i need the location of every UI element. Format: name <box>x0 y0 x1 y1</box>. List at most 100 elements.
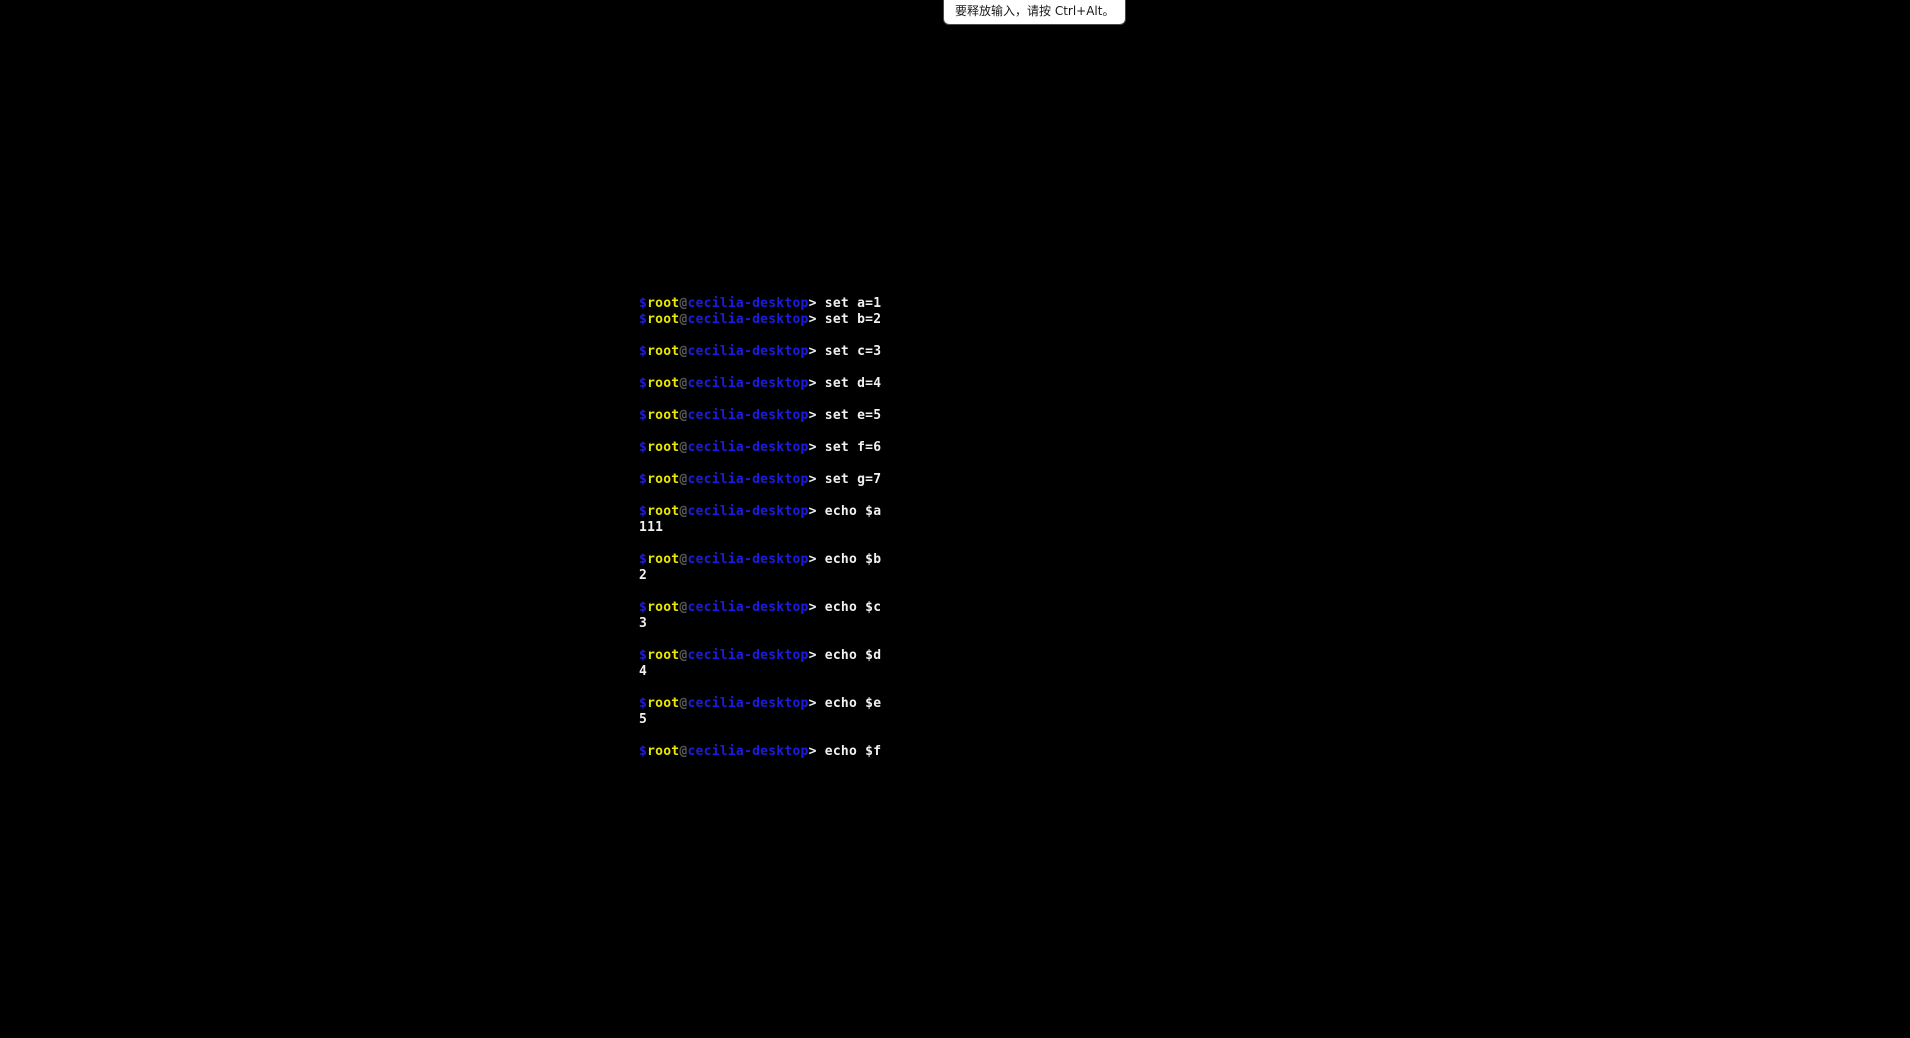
prompt-hostname: cecilia-desktop <box>687 472 809 487</box>
terminal-command-line: $root@cecilia-desktop> echo $a <box>639 504 881 520</box>
prompt-arrow: > <box>808 696 825 711</box>
prompt-dollar: $ <box>639 312 648 327</box>
command-text: echo $c <box>824 600 882 615</box>
terminal-output-line: 2 <box>639 568 881 584</box>
prompt-user: root <box>647 744 680 759</box>
prompt-at-sign: @ <box>679 744 688 759</box>
prompt-hostname: cecilia-desktop <box>687 312 809 327</box>
prompt-arrow: > <box>808 440 825 455</box>
prompt-dollar: $ <box>639 648 648 663</box>
prompt-arrow: > <box>808 504 825 519</box>
prompt-at-sign: @ <box>679 440 688 455</box>
terminal-command-line: $root@cecilia-desktop> set g=7 <box>639 472 881 488</box>
prompt-at-sign: @ <box>679 376 688 391</box>
prompt-at-sign: @ <box>679 504 688 519</box>
prompt-hostname: cecilia-desktop <box>687 504 809 519</box>
terminal-blank-line <box>639 680 881 696</box>
prompt-dollar: $ <box>639 440 648 455</box>
prompt-hostname: cecilia-desktop <box>687 296 809 311</box>
prompt-dollar: $ <box>639 744 648 759</box>
command-text: echo $b <box>824 552 882 567</box>
prompt-user: root <box>647 312 680 327</box>
prompt-hostname: cecilia-desktop <box>687 440 809 455</box>
prompt-user: root <box>647 440 680 455</box>
terminal-command-line: $root@cecilia-desktop> set e=5 <box>639 408 881 424</box>
prompt-at-sign: @ <box>679 344 688 359</box>
prompt-dollar: $ <box>639 552 648 567</box>
prompt-user: root <box>647 648 680 663</box>
prompt-at-sign: @ <box>679 552 688 567</box>
terminal-command-line: $root@cecilia-desktop> set d=4 <box>639 376 881 392</box>
command-text: set b=2 <box>824 312 882 327</box>
prompt-arrow: > <box>808 744 825 759</box>
terminal-blank-line <box>639 360 881 376</box>
prompt-user: root <box>647 696 680 711</box>
prompt-arrow: > <box>808 648 825 663</box>
prompt-arrow: > <box>808 344 825 359</box>
command-text: set e=5 <box>824 408 882 423</box>
terminal-output-line: 111 <box>639 520 881 536</box>
prompt-hostname: cecilia-desktop <box>687 344 809 359</box>
prompt-arrow: > <box>808 600 825 615</box>
terminal-blank-line <box>639 488 881 504</box>
prompt-user: root <box>647 344 680 359</box>
command-text: set a=1 <box>824 296 882 311</box>
prompt-hostname: cecilia-desktop <box>687 376 809 391</box>
output-text: 5 <box>639 712 648 727</box>
terminal-blank-line <box>639 584 881 600</box>
terminal-blank-line <box>639 456 881 472</box>
command-text: echo $e <box>824 696 882 711</box>
prompt-user: root <box>647 504 680 519</box>
prompt-dollar: $ <box>639 296 648 311</box>
prompt-user: root <box>647 472 680 487</box>
terminal-blank-line <box>639 424 881 440</box>
command-text: set d=4 <box>824 376 882 391</box>
prompt-at-sign: @ <box>679 312 688 327</box>
prompt-at-sign: @ <box>679 472 688 487</box>
terminal-output-line: 4 <box>639 664 881 680</box>
terminal-command-line: $root@cecilia-desktop> echo $c <box>639 600 881 616</box>
prompt-arrow: > <box>808 296 825 311</box>
terminal-command-line: $root@cecilia-desktop> set b=2 <box>639 312 881 328</box>
terminal-command-line: $root@cecilia-desktop> echo $e <box>639 696 881 712</box>
terminal-command-line: $root@cecilia-desktop> set f=6 <box>639 440 881 456</box>
prompt-dollar: $ <box>639 600 648 615</box>
prompt-user: root <box>647 376 680 391</box>
terminal-output-line: 3 <box>639 616 881 632</box>
terminal-blank-line <box>639 536 881 552</box>
prompt-at-sign: @ <box>679 408 688 423</box>
prompt-dollar: $ <box>639 504 648 519</box>
prompt-user: root <box>647 296 680 311</box>
prompt-dollar: $ <box>639 376 648 391</box>
terminal-blank-line <box>639 632 881 648</box>
command-text: echo $d <box>824 648 882 663</box>
prompt-user: root <box>647 408 680 423</box>
command-text: set c=3 <box>824 344 882 359</box>
command-text: set g=7 <box>824 472 882 487</box>
prompt-arrow: > <box>808 472 825 487</box>
prompt-user: root <box>647 600 680 615</box>
prompt-arrow: > <box>808 312 825 327</box>
terminal-command-line: $root@cecilia-desktop> set a=1 <box>639 296 881 312</box>
prompt-user: root <box>647 552 680 567</box>
prompt-hostname: cecilia-desktop <box>687 648 809 663</box>
prompt-dollar: $ <box>639 472 648 487</box>
prompt-arrow: > <box>808 552 825 567</box>
command-text: set f=6 <box>824 440 882 455</box>
output-text: 111 <box>639 520 664 535</box>
terminal-command-line: $root@cecilia-desktop> set c=3 <box>639 344 881 360</box>
prompt-arrow: > <box>808 376 825 391</box>
terminal-command-line: $root@cecilia-desktop> echo $f <box>639 744 881 760</box>
terminal-blank-line <box>639 728 881 744</box>
terminal-blank-line <box>639 392 881 408</box>
output-text: 2 <box>639 568 648 583</box>
output-text: 4 <box>639 664 648 679</box>
terminal-output[interactable]: $root@cecilia-desktop> set a=1 $root@ceci… <box>639 296 881 760</box>
tooltip-text: 要释放输入，请按 Ctrl+Alt。 <box>955 4 1115 18</box>
output-text: 3 <box>639 616 648 631</box>
prompt-at-sign: @ <box>679 648 688 663</box>
prompt-arrow: > <box>808 408 825 423</box>
prompt-at-sign: @ <box>679 696 688 711</box>
